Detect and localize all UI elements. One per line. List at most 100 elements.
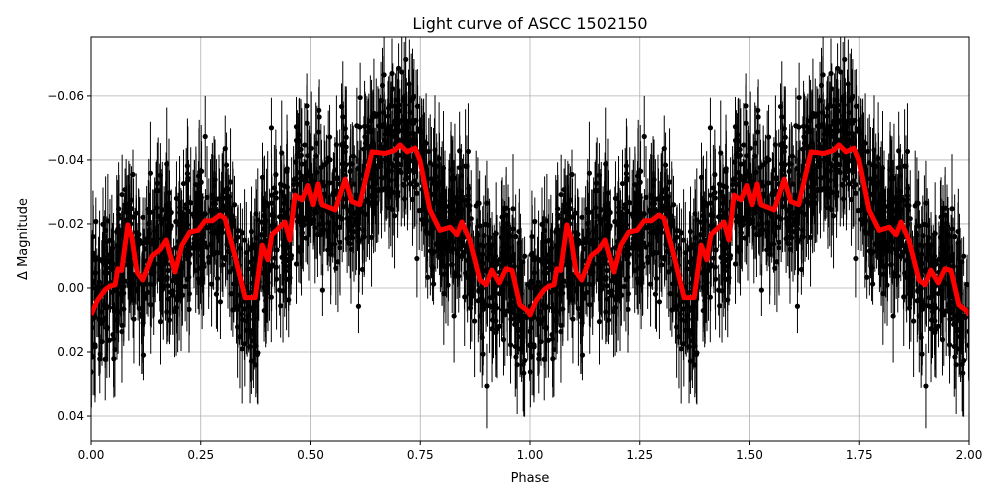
data-point bbox=[314, 210, 319, 215]
data-point bbox=[532, 286, 537, 291]
data-point bbox=[305, 173, 310, 178]
data-point bbox=[929, 317, 934, 322]
data-point bbox=[561, 279, 566, 284]
data-point bbox=[726, 275, 731, 280]
data-point bbox=[853, 256, 858, 261]
data-point bbox=[199, 180, 204, 185]
data-point bbox=[821, 124, 826, 129]
data-point bbox=[187, 291, 192, 296]
data-point bbox=[856, 126, 861, 131]
data-point bbox=[569, 172, 574, 177]
data-point bbox=[550, 356, 555, 361]
data-point bbox=[340, 114, 345, 119]
data-point bbox=[155, 181, 160, 186]
data-point bbox=[490, 317, 495, 322]
data-point bbox=[311, 217, 316, 222]
data-point bbox=[147, 231, 152, 236]
data-point bbox=[214, 292, 219, 297]
data-point bbox=[642, 211, 647, 216]
data-point bbox=[443, 218, 448, 223]
data-point bbox=[364, 137, 369, 142]
data-point bbox=[279, 150, 284, 155]
data-point bbox=[829, 86, 834, 91]
data-point bbox=[122, 279, 127, 284]
data-point bbox=[884, 262, 889, 267]
data-point bbox=[111, 356, 116, 361]
data-point bbox=[389, 168, 394, 173]
data-point bbox=[659, 262, 664, 267]
data-point bbox=[269, 295, 274, 300]
data-point bbox=[819, 83, 824, 88]
data-point bbox=[141, 353, 146, 358]
data-point bbox=[795, 304, 800, 309]
data-point bbox=[181, 181, 186, 186]
data-point bbox=[218, 224, 223, 229]
data-point bbox=[946, 234, 951, 239]
data-point bbox=[882, 218, 887, 223]
data-point bbox=[379, 188, 384, 193]
data-point bbox=[790, 153, 795, 158]
data-point bbox=[389, 71, 394, 76]
data-point bbox=[654, 276, 659, 281]
data-point bbox=[699, 175, 704, 180]
data-point bbox=[764, 247, 769, 252]
data-point bbox=[332, 242, 337, 247]
data-point bbox=[327, 211, 332, 216]
data-point bbox=[93, 257, 98, 262]
data-point bbox=[325, 247, 330, 252]
data-point bbox=[617, 226, 622, 231]
data-point bbox=[228, 179, 233, 184]
data-point bbox=[390, 129, 395, 134]
data-point bbox=[178, 226, 183, 231]
data-point bbox=[103, 357, 108, 362]
data-point bbox=[766, 211, 771, 216]
data-point bbox=[507, 234, 512, 239]
data-point bbox=[320, 288, 325, 293]
data-point bbox=[532, 257, 537, 262]
data-point bbox=[778, 104, 783, 109]
data-point bbox=[672, 238, 677, 243]
data-point bbox=[530, 354, 535, 359]
data-point bbox=[404, 131, 409, 136]
data-point bbox=[733, 261, 738, 266]
data-point bbox=[952, 344, 957, 349]
data-point bbox=[667, 179, 672, 184]
data-point bbox=[532, 219, 537, 224]
data-point bbox=[509, 306, 514, 311]
data-point bbox=[810, 111, 815, 116]
data-point bbox=[402, 139, 407, 144]
data-point bbox=[597, 319, 602, 324]
data-point bbox=[93, 286, 98, 291]
data-point bbox=[513, 234, 518, 239]
data-point bbox=[658, 255, 663, 260]
data-point bbox=[555, 212, 560, 217]
data-point bbox=[461, 198, 466, 203]
data-point bbox=[445, 282, 450, 287]
data-point bbox=[939, 307, 944, 312]
data-point bbox=[451, 195, 456, 200]
data-point bbox=[318, 232, 323, 237]
data-point bbox=[219, 255, 224, 260]
data-point bbox=[896, 148, 901, 153]
data-point bbox=[316, 129, 321, 134]
data-point bbox=[382, 124, 387, 129]
data-point bbox=[883, 239, 888, 244]
data-point bbox=[779, 114, 784, 119]
data-point bbox=[842, 177, 847, 182]
data-point bbox=[218, 299, 223, 304]
data-point bbox=[140, 215, 145, 220]
data-point bbox=[664, 249, 669, 254]
data-point bbox=[620, 181, 625, 186]
data-point bbox=[463, 270, 468, 275]
data-point bbox=[570, 316, 575, 321]
data-point bbox=[120, 192, 125, 197]
data-point bbox=[765, 220, 770, 225]
data-point bbox=[260, 175, 265, 180]
data-point bbox=[501, 244, 506, 249]
data-point bbox=[151, 269, 156, 274]
data-point bbox=[540, 302, 545, 307]
data-point bbox=[793, 123, 798, 128]
data-point bbox=[430, 265, 435, 270]
data-point bbox=[339, 104, 344, 109]
